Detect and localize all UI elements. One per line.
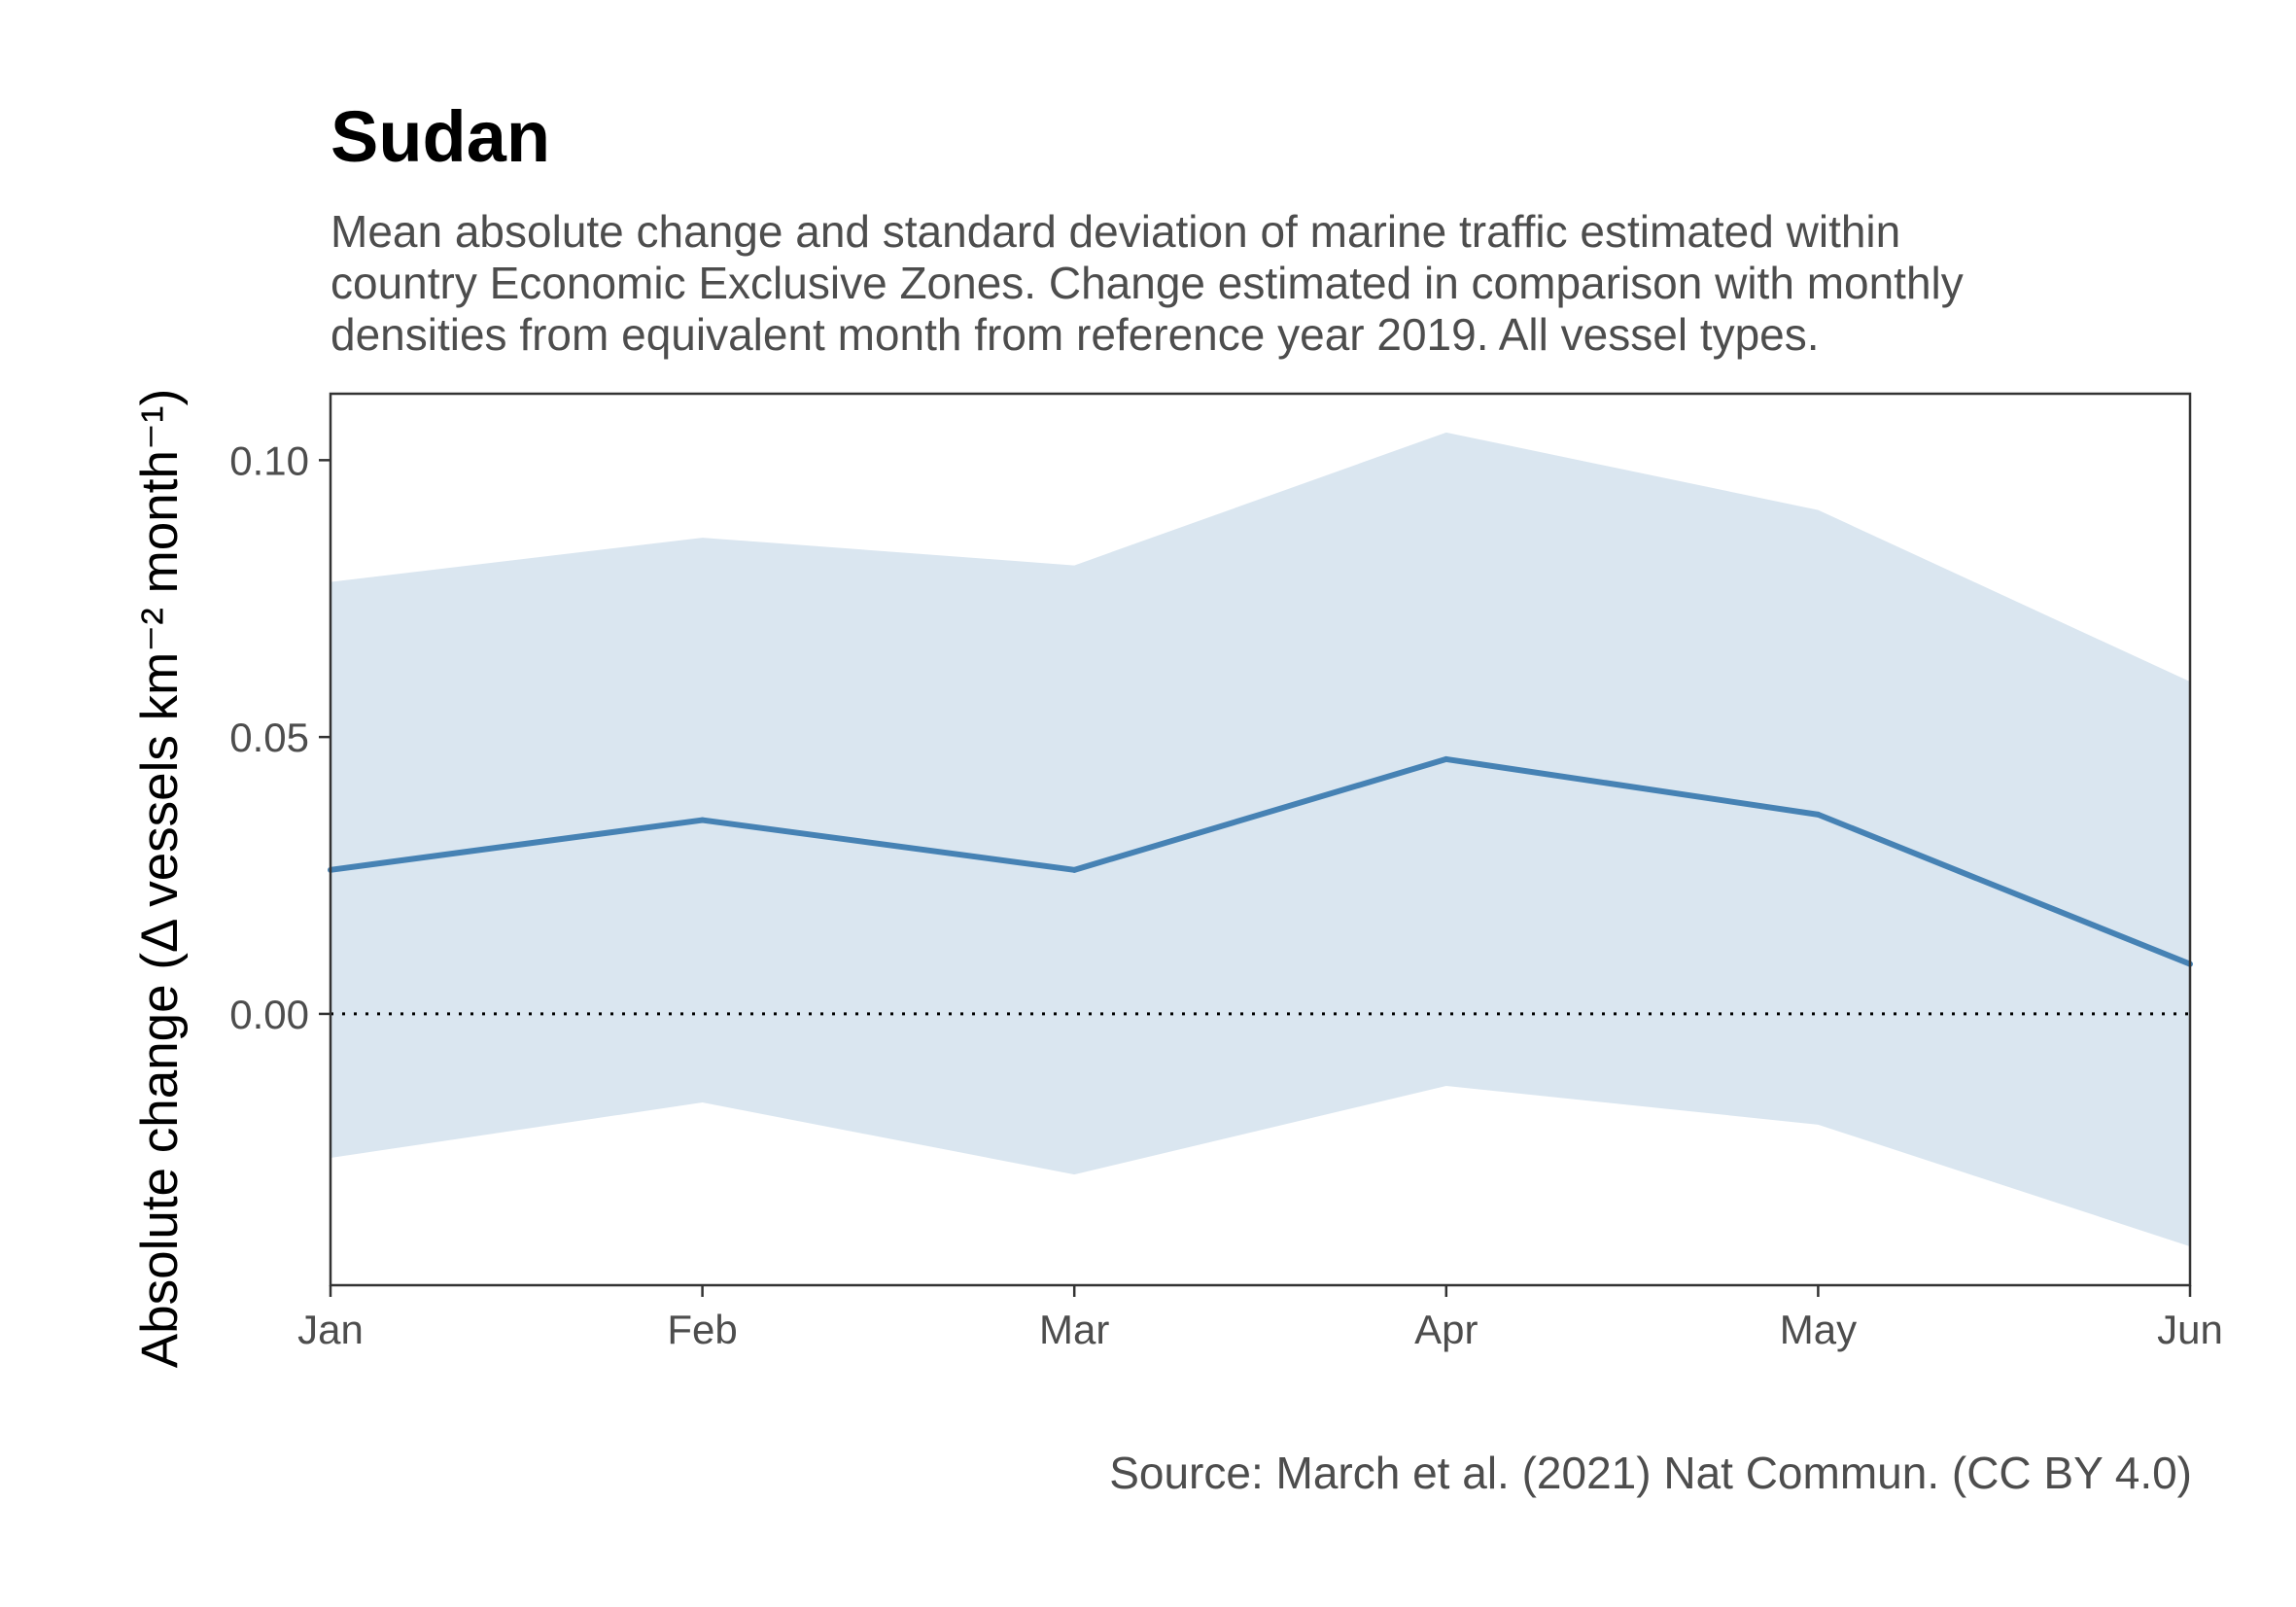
chart-subtitle-line: densities from equivalent month from ref… [330, 309, 1820, 360]
y-axis-title: Absolute change (Δ vessels km⁻² month⁻¹) [131, 389, 189, 1368]
mean-change-line [330, 755, 2192, 967]
sd-ribbon [330, 432, 2190, 1247]
chart-subtitle-line: Mean absolute change and standard deviat… [330, 206, 1901, 257]
chart-subtitle-line: country Economic Exclusive Zones. Change… [330, 258, 1964, 308]
x-tick-label: Apr [1414, 1307, 1478, 1352]
chart-subtitle: Mean absolute change and standard deviat… [330, 206, 2255, 361]
x-tick-label: May [1780, 1307, 1857, 1352]
x-tick-label: Jan [297, 1307, 364, 1352]
x-tick-label: Feb [667, 1307, 737, 1352]
y-tick-label: 0.05 [229, 715, 309, 760]
x-tick-label: Mar [1039, 1307, 1109, 1352]
chart-title: Sudan [330, 96, 551, 177]
x-tick-label: Jun [2157, 1307, 2223, 1352]
mean-change-point [699, 817, 706, 823]
mean-change-point [1815, 811, 1822, 818]
mean-change-point [1071, 866, 1078, 873]
y-tick-label: 0.00 [229, 992, 309, 1037]
y-tick-label: 0.10 [229, 437, 309, 483]
source-caption: Source: March et al. (2021) Nat Commun. … [1109, 1448, 2192, 1498]
mean-change-point [1443, 755, 1449, 762]
panel-border [329, 392, 2192, 1287]
